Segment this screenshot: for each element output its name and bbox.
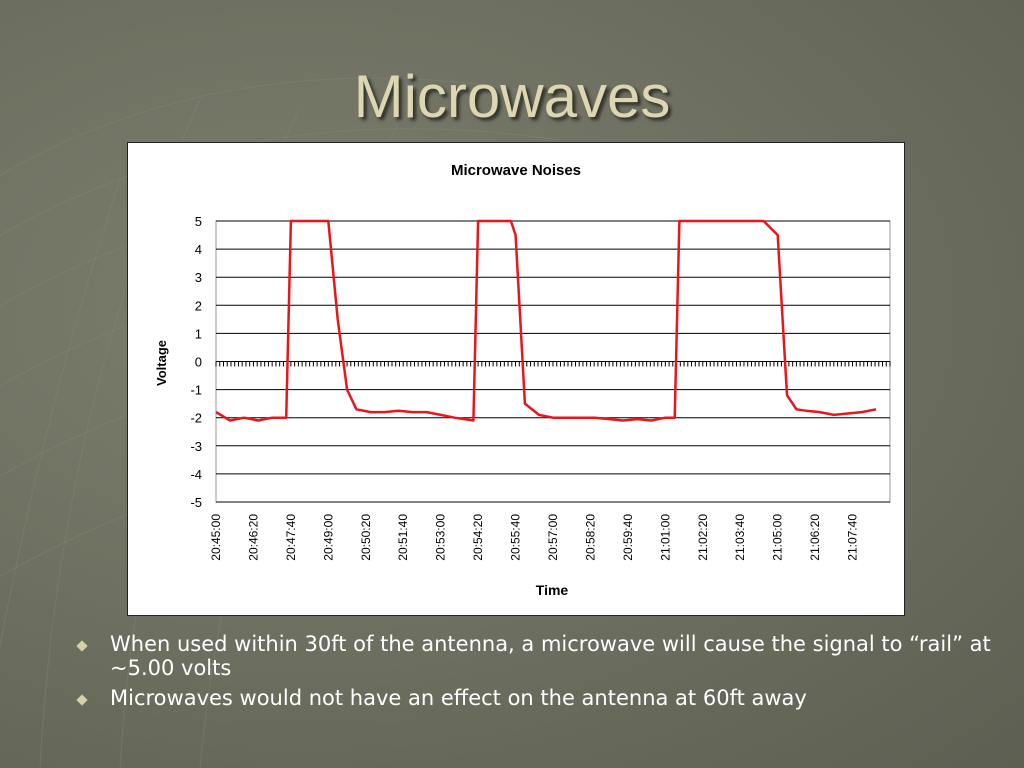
x-tick-label: 21:05:00 xyxy=(771,514,785,561)
y-tick-label: 4 xyxy=(195,242,202,257)
bullet-text: When used within 30ft of the antenna, a … xyxy=(110,632,991,680)
line-chart: Microwave Noises Voltage Time 5 4 3 2 1 0 -1 -2… xyxy=(154,162,891,598)
y-tick-label: 5 xyxy=(195,214,202,229)
chart-title: Microwave Noises xyxy=(451,162,581,179)
y-tick-label: 0 xyxy=(195,355,202,370)
diamond-bullet-icon xyxy=(76,694,88,706)
x-tick-label: 20:54:20 xyxy=(471,514,485,561)
y-tick-label: -2 xyxy=(190,411,202,426)
x-tick-label: 20:53:00 xyxy=(434,514,448,561)
x-tick-label: 21:02:20 xyxy=(696,514,710,561)
x-tick-label: 21:03:40 xyxy=(733,514,747,561)
y-tick-label: -4 xyxy=(190,467,202,482)
y-tick-label: 1 xyxy=(195,326,202,341)
y-tick-label: -5 xyxy=(190,495,202,510)
series-line xyxy=(215,219,877,422)
slide-title: Microwaves xyxy=(353,63,671,130)
x-tick-label: 20:58:20 xyxy=(583,514,597,561)
x-tick-label: 21:01:00 xyxy=(658,514,672,561)
bullet-item: When used within 30ft of the antenna, a … xyxy=(72,632,992,680)
x-axis-label: Time xyxy=(536,582,569,598)
x-tick-label: 20:49:00 xyxy=(321,514,335,561)
y-tick-label: -3 xyxy=(190,439,202,454)
y-tick-label: 3 xyxy=(195,270,202,285)
x-tick-label: 20:46:20 xyxy=(246,514,260,561)
bullet-list: When used within 30ft of the antenna, a … xyxy=(72,632,992,716)
x-tick-label: 21:07:40 xyxy=(846,514,860,561)
bullet-item: Microwaves would not have an effect on t… xyxy=(72,686,992,710)
x-tick-label: 20:45:00 xyxy=(209,514,223,561)
y-tick-label: 2 xyxy=(195,298,202,313)
x-tick-label: 20:51:40 xyxy=(396,514,410,561)
chart: Microwave Noises Voltage Time 5 4 3 2 1 0 -1 -2… xyxy=(127,142,905,616)
x-tick-label: 20:57:00 xyxy=(546,514,560,561)
bullet-text: Microwaves would not have an effect on t… xyxy=(110,686,807,710)
x-tick-label: 20:50:20 xyxy=(359,514,373,561)
x-tick-label: 21:06:20 xyxy=(808,514,822,561)
x-tick-label: 20:47:40 xyxy=(284,514,298,561)
y-axis-label: Voltage xyxy=(154,340,169,386)
x-tick-label: 20:59:40 xyxy=(621,514,635,561)
diamond-bullet-icon xyxy=(76,640,88,652)
y-tick-label: -1 xyxy=(190,383,202,398)
x-tick-label: 20:55:40 xyxy=(509,514,523,561)
